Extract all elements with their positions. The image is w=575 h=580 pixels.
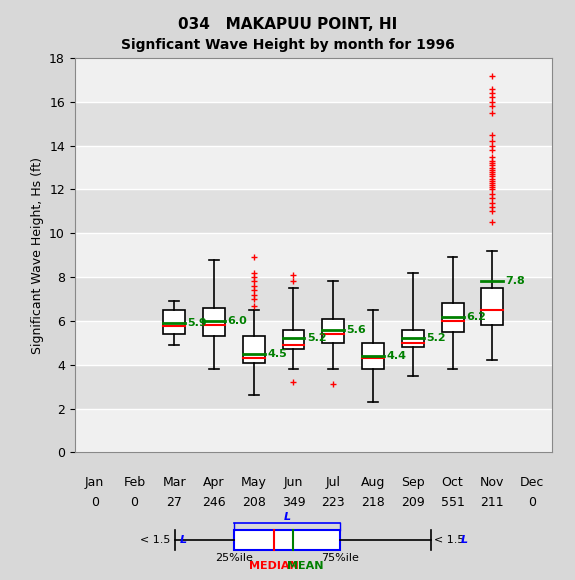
- Text: 0: 0: [91, 496, 99, 509]
- Text: Jan: Jan: [85, 476, 104, 488]
- Bar: [235, 531, 340, 550]
- Text: 5.9: 5.9: [187, 318, 207, 328]
- Text: 349: 349: [282, 496, 305, 509]
- Text: L: L: [179, 535, 187, 545]
- Text: 7.8: 7.8: [505, 277, 526, 287]
- Text: 551: 551: [440, 496, 465, 509]
- Text: 27: 27: [166, 496, 182, 509]
- Text: L: L: [461, 535, 467, 545]
- Bar: [442, 303, 463, 332]
- Text: 4.5: 4.5: [267, 349, 287, 359]
- Text: < 1.5: < 1.5: [140, 535, 174, 545]
- Text: Mar: Mar: [162, 476, 186, 488]
- Text: 223: 223: [321, 496, 345, 509]
- Text: MEAN: MEAN: [287, 561, 323, 571]
- Text: Jun: Jun: [284, 476, 303, 488]
- Bar: [282, 329, 304, 349]
- Bar: [243, 336, 264, 362]
- Text: Sep: Sep: [401, 476, 424, 488]
- Text: 6.2: 6.2: [466, 311, 486, 321]
- Text: 208: 208: [242, 496, 266, 509]
- Bar: [203, 308, 225, 336]
- Bar: [362, 343, 384, 369]
- Text: 034   MAKAPUU POINT, HI: 034 MAKAPUU POINT, HI: [178, 17, 397, 32]
- Text: Apr: Apr: [203, 476, 225, 488]
- Text: 5.2: 5.2: [426, 334, 446, 343]
- Text: 209: 209: [401, 496, 425, 509]
- Bar: [75, 190, 552, 233]
- Text: 4.4: 4.4: [386, 351, 407, 361]
- Text: Dec: Dec: [520, 476, 545, 488]
- Bar: [75, 233, 552, 277]
- Bar: [163, 310, 185, 334]
- Text: 211: 211: [481, 496, 504, 509]
- Text: 0: 0: [528, 496, 536, 509]
- Text: Aug: Aug: [361, 476, 385, 488]
- Text: 25%ile: 25%ile: [216, 553, 253, 563]
- Text: 218: 218: [361, 496, 385, 509]
- Bar: [75, 58, 552, 102]
- Text: 5.6: 5.6: [347, 325, 366, 335]
- Bar: [481, 288, 503, 325]
- Text: 246: 246: [202, 496, 226, 509]
- Text: Nov: Nov: [480, 476, 504, 488]
- Text: MEDIAN: MEDIAN: [249, 561, 298, 571]
- Text: Feb: Feb: [124, 476, 145, 488]
- Text: 5.2: 5.2: [307, 334, 327, 343]
- Text: Oct: Oct: [442, 476, 463, 488]
- Bar: [402, 329, 424, 347]
- Bar: [75, 102, 552, 146]
- Text: 0: 0: [131, 496, 139, 509]
- Bar: [75, 365, 552, 408]
- Text: Jul: Jul: [326, 476, 341, 488]
- Text: L: L: [284, 512, 291, 522]
- Text: 6.0: 6.0: [227, 316, 247, 326]
- Text: < 1.5: < 1.5: [434, 535, 468, 545]
- Text: Signficant Wave Height by month for 1996: Signficant Wave Height by month for 1996: [121, 38, 454, 52]
- Bar: [323, 319, 344, 343]
- Text: May: May: [241, 476, 267, 488]
- Bar: [75, 408, 552, 452]
- Bar: [75, 146, 552, 190]
- Bar: [75, 321, 552, 365]
- Bar: [75, 277, 552, 321]
- Text: 75%ile: 75%ile: [321, 553, 359, 563]
- Y-axis label: Significant Wave Height, Hs (ft): Significant Wave Height, Hs (ft): [30, 157, 44, 354]
